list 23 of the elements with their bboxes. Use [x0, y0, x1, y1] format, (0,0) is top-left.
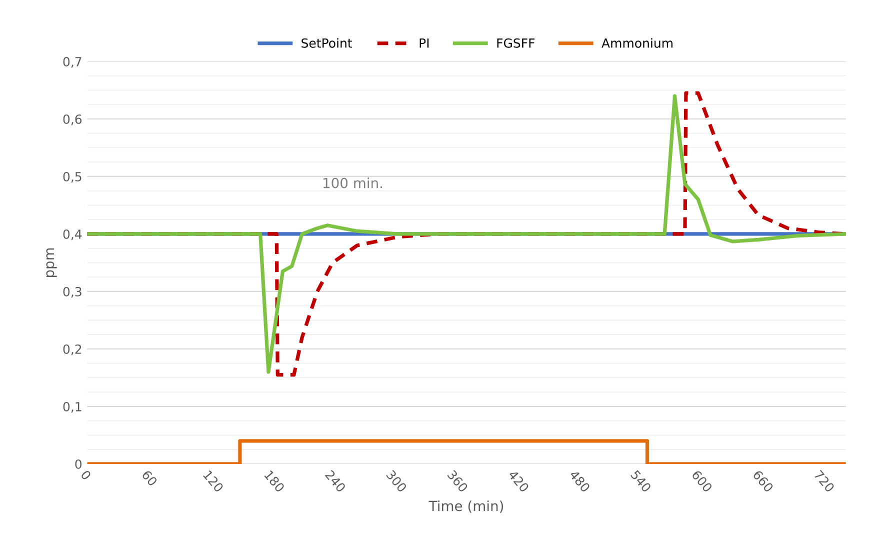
y-axis-title: ppm	[46, 248, 57, 278]
y-tick-label: 0,1	[63, 402, 82, 413]
x-tick-label: 420	[508, 469, 530, 493]
y-tick-label: 0,7	[63, 56, 82, 68]
x-tick-label: 480	[568, 469, 591, 493]
legend-label: Ammonium	[602, 38, 672, 48]
x-tick-label: 600	[691, 470, 713, 493]
x-axis-title: Time (min)	[428, 500, 504, 513]
y-tick-label: 0,6	[63, 114, 82, 126]
legend-label: PI	[420, 38, 429, 48]
x-tick-label: 0	[80, 470, 92, 481]
y-tick-label: 0,5	[63, 172, 82, 183]
x-tick-label: 120	[202, 470, 224, 493]
x-tick-label: 660	[752, 470, 774, 493]
x-tick-label: 60	[141, 470, 158, 487]
annotation: 100 min.	[323, 178, 382, 188]
y-tick-label: 0,2	[63, 344, 82, 356]
legend-label: SetPoint	[302, 38, 352, 48]
legend-label: FGSFF	[497, 38, 535, 48]
y-tick-label: 0,4	[63, 229, 82, 240]
y-tick-label: 0,3	[63, 286, 82, 298]
x-tick-label: 180	[264, 470, 286, 493]
y-tick-label: 0	[75, 459, 82, 469]
